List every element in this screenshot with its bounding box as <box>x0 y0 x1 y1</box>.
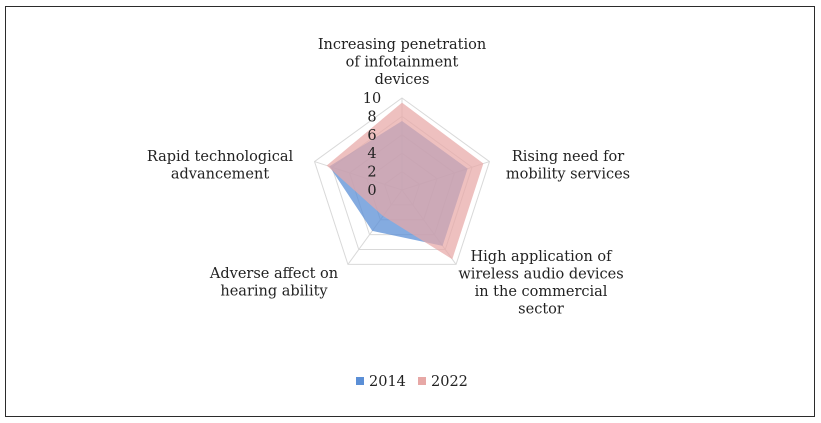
legend-label-2014: 2014 <box>369 374 406 390</box>
category-label-line: sector <box>518 302 564 318</box>
tick-label-6: 6 <box>367 128 376 144</box>
category-label-line: hearing ability <box>220 284 328 300</box>
category-label: Rapid technological advancement <box>147 149 294 183</box>
grid-ring-10 <box>313 97 491 265</box>
tick-label-2: 2 <box>367 165 376 181</box>
category-label-line: Rising need for <box>512 149 624 165</box>
category-labels: Increasing penetration of infotainment dev… <box>147 37 630 318</box>
category-label-line: mobility services <box>506 167 630 183</box>
tick-label-8: 8 <box>367 109 376 125</box>
tick-label-10: 10 <box>363 91 381 107</box>
category-label-line: advancement <box>171 167 269 183</box>
category-label-line: wireless audio devices <box>458 267 623 283</box>
category-label-line: of infotainment <box>346 55 459 71</box>
tick-label-4: 4 <box>367 146 376 162</box>
category-label: Increasing penetration of infotainment dev… <box>318 37 486 88</box>
legend: 2014 2022 <box>356 374 468 390</box>
category-label-line: in the commercial <box>475 284 608 300</box>
legend-swatch-2014 <box>356 377 364 385</box>
radial-axis-ticks: 0 2 4 6 8 10 <box>363 91 381 199</box>
category-label-line: Increasing penetration <box>318 37 486 53</box>
category-label: High application of wireless audio device… <box>458 249 623 318</box>
legend-swatch-2022 <box>418 377 426 385</box>
category-label: Rising need for mobility services <box>506 149 630 183</box>
category-label-line: devices <box>375 72 430 88</box>
category-label: Adverse affect on hearing ability <box>209 266 338 300</box>
category-label-line: Adverse affect on <box>209 266 338 282</box>
radar-series <box>326 102 484 260</box>
legend-label-2022: 2022 <box>431 374 468 390</box>
category-label-line: High application of <box>471 249 614 265</box>
category-label-line: Rapid technological <box>147 149 294 165</box>
tick-label-0: 0 <box>367 183 376 199</box>
series-area-2022 <box>326 102 484 260</box>
